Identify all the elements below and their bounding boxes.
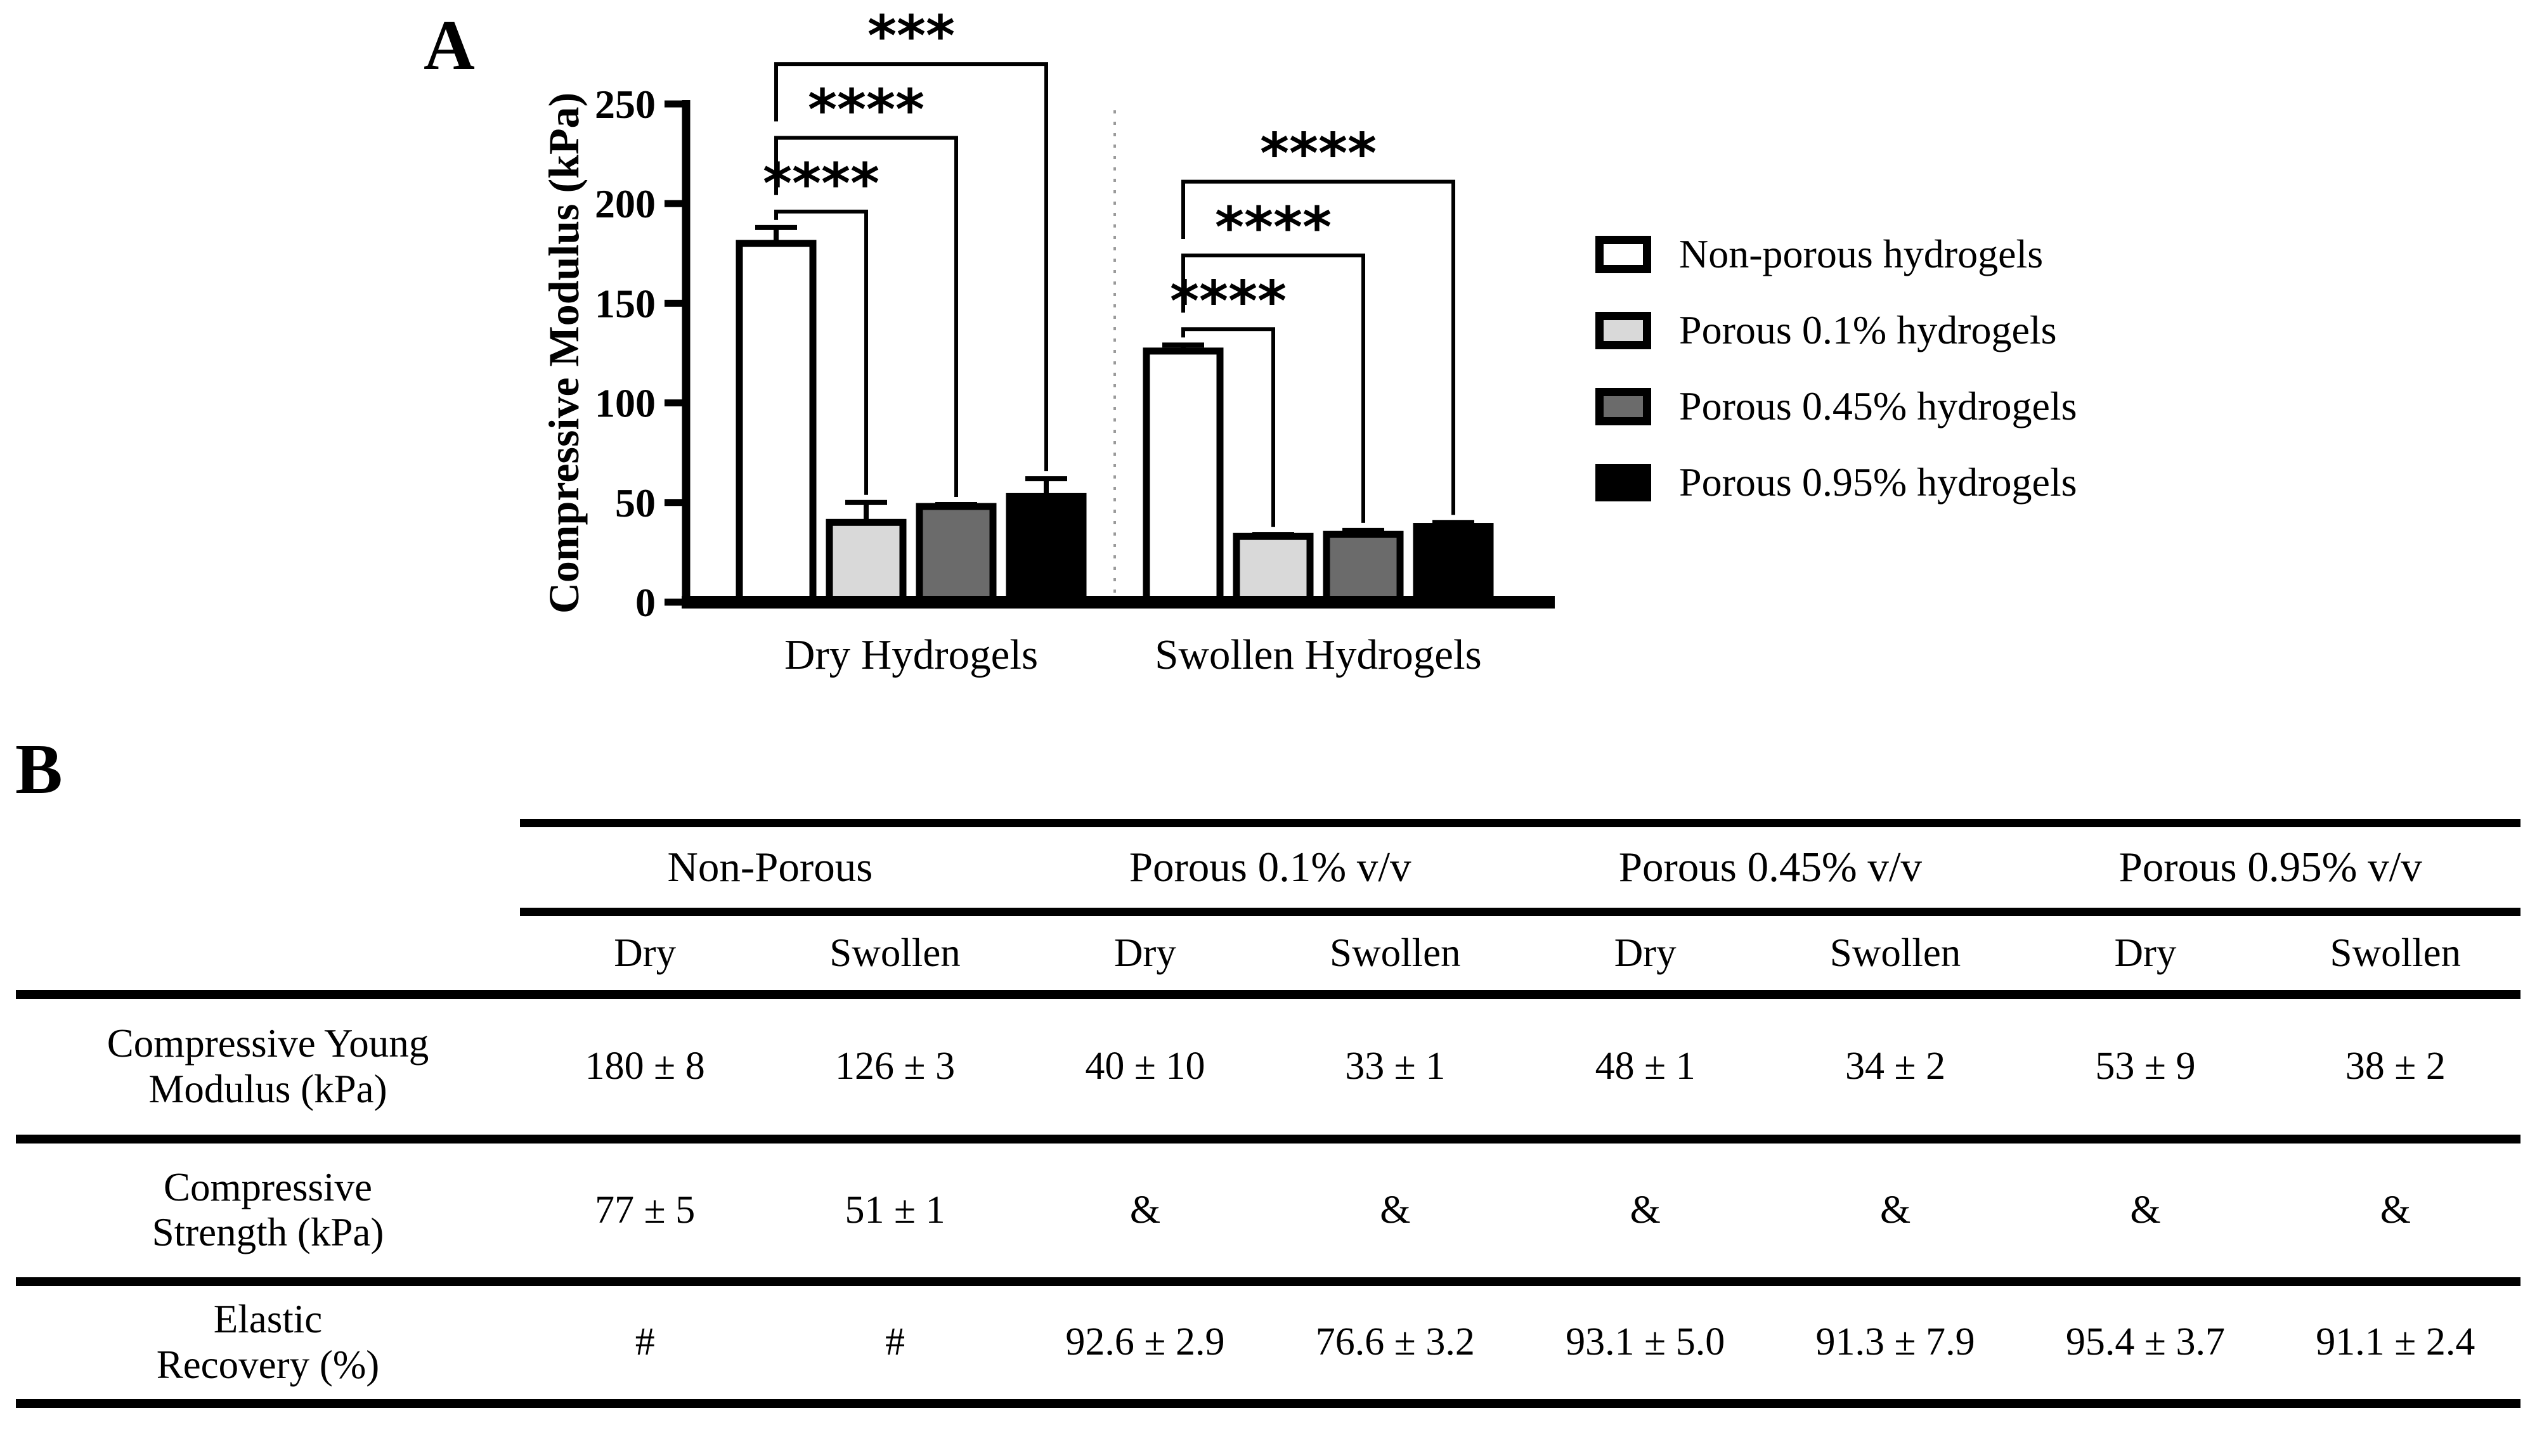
significance-bracket [1181,327,1275,527]
table-cell: # [520,1277,770,1408]
x-category-label: Dry Hydrogels [784,631,1038,678]
panel-a-label: A [424,6,475,85]
table-cell: 40 ± 10 [1020,989,1271,1139]
x-category-label: Swollen Hydrogels [1155,631,1482,678]
table-group-header: Porous 0.45% v/v [1520,819,2021,912]
y-tick-label: 50 [615,480,656,525]
table-cell: # [770,1277,1020,1408]
legend-label: Non-porous hydrogels [1679,231,2044,276]
bar [1143,347,1224,606]
table-group-header: Porous 0.1% v/v [1020,819,1521,912]
table-cell: 91.1 ± 2.4 [2270,1277,2520,1408]
table-row-label-line: Compressive Young [107,1021,429,1066]
table-cell: 126 ± 3 [770,989,1020,1139]
table-row: Compressive Young Modulus (kPa) 180 ± 8 126… [16,989,2520,1139]
table-cell: 93.1 ± 5.0 [1520,1277,1770,1408]
table-sub-header: Swollen [2270,908,2520,995]
table-cell: 92.6 ± 2.9 [1020,1277,1271,1408]
bar [1323,531,1404,606]
legend-swatch-icon [1595,463,1651,501]
table-group-header: Porous 0.95% v/v [2020,819,2520,912]
legend-item: Non-porous hydrogels [1595,231,2077,278]
legend-swatch-icon [1595,387,1651,425]
panel-b-label: B [15,730,63,809]
significance-bracket [774,209,868,495]
table-sub-header: Dry [520,908,770,995]
table-cell: 48 ± 1 [1520,989,1770,1139]
table-sub-header: Dry [1020,908,1271,995]
table-sub-header: Dry [1520,908,1770,995]
table-corner [16,912,520,995]
legend-item: Porous 0.95% hydrogels [1595,459,2077,506]
significance-bracket [774,136,958,497]
table-row-label-line: Recovery (%) [156,1342,380,1387]
significance-bracket [1181,253,1365,523]
table-group-header: Non-Porous [520,819,1020,912]
significance-stars: **** [763,151,879,216]
table-row-label-line: Compressive [164,1164,372,1209]
significance-bracket [774,62,1048,472]
bar [1233,532,1314,606]
y-tick-label: 150 [595,281,656,326]
table-cell: 91.3 ± 7.9 [1770,1277,2021,1408]
table-cell: 33 ± 1 [1270,989,1521,1139]
significance-stars: **** [1260,121,1377,186]
table-row: Elastic Recovery (%) # #92.6 ± 2.9 76.6 ± 3.… [16,1277,2520,1408]
bar [736,240,817,606]
table-cell: & [2020,1134,2271,1282]
y-axis-title: Compressive Modulus (kPa) [540,93,588,614]
legend-label: Porous 0.45% hydrogels [1679,383,2077,428]
significance-stars: **** [808,77,924,142]
table-row-label: Compressive Strength (kPa) [16,1134,520,1282]
table-cell: & [2270,1134,2520,1282]
y-tick-label: 100 [595,381,656,426]
y-tick-label: 200 [595,181,656,226]
table-row-label-line: Elastic [213,1297,323,1342]
table-cell: & [1770,1134,2021,1282]
table-row-label: Elastic Recovery (%) [16,1277,520,1408]
y-tick-label: 250 [595,82,656,127]
table-corner [16,823,520,912]
legend-swatch-icon [1595,311,1651,349]
table-sub-header: Swollen [1270,908,1521,995]
legend-label: Porous 0.1% hydrogels [1679,307,2057,352]
table-row: Compressive Strength (kPa) 77 ± 5 51 ± 1 & & &… [16,1134,2520,1282]
table-cell: 34 ± 2 [1770,989,2021,1139]
significance-bracket [1181,179,1455,515]
chart-legend: Non-porous hydrogels Porous 0.1% hydrogel… [1595,231,2077,506]
table-sub-header: Swollen [770,908,1020,995]
table-cell: 38 ± 2 [2270,989,2520,1139]
bar [916,503,997,606]
table-cell: 95.4 ± 3.7 [2020,1277,2271,1408]
bar [1006,493,1087,606]
legend-item: Porous 0.1% hydrogels [1595,307,2077,354]
table-cell: & [1520,1134,1770,1282]
table-cell: & [1020,1134,1271,1282]
table-row-label-line: Strength (kPa) [152,1210,384,1254]
significance-stars: *** [867,13,955,68]
table-sub-header: Swollen [1770,908,2021,995]
significance-stars: **** [1215,195,1332,260]
legend-item: Porous 0.45% hydrogels [1595,383,2077,430]
bar [1413,523,1494,606]
table-cell: 76.6 ± 3.2 [1270,1277,1521,1408]
y-tick-label: 0 [635,580,656,625]
table-cell: 53 ± 9 [2020,989,2271,1139]
bar-chart: Compressive Modulus (kPa) 0 50 100 150 200 250… [540,13,1555,678]
properties-table: Non-Porous Porous 0.1% v/v Porous 0.45% v/… [16,819,2520,1408]
significance-stars: **** [1170,268,1287,333]
table-row-label-line: Modulus (kPa) [148,1066,387,1111]
legend-swatch-icon [1595,235,1651,273]
table-cell: 77 ± 5 [520,1134,770,1282]
table-cell: 180 ± 8 [520,989,770,1139]
table-cell: 51 ± 1 [770,1134,1020,1282]
legend-label: Porous 0.95% hydrogels [1679,460,2077,505]
table-sub-header: Dry [2020,908,2271,995]
table-cell: & [1270,1134,1521,1282]
bar [826,519,907,606]
table-row-label: Compressive Young Modulus (kPa) [16,989,520,1139]
